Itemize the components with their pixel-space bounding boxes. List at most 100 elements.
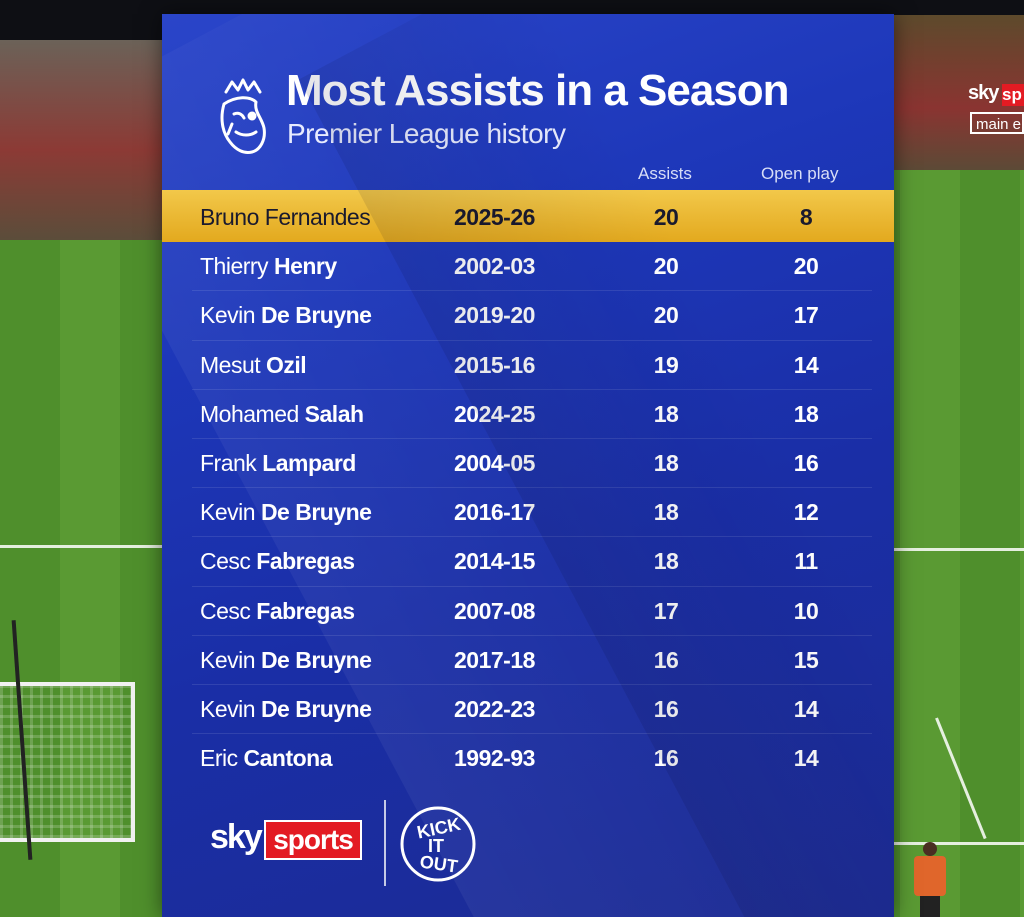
season-value: 2014-15 [454, 548, 535, 575]
player-name: Kevin De Bruyne [200, 637, 372, 683]
player-last-name: De Bruyne [260, 499, 372, 526]
table-row: Frank Lampard 2004-05 18 16 [162, 440, 894, 486]
assists-value: 20 [653, 302, 679, 329]
kick-it-out-logo: KICK IT OUT [400, 806, 476, 882]
player-name: Bruno Fernandes [200, 194, 371, 240]
row-separator [192, 684, 872, 685]
assists-value: 20 [653, 204, 679, 230]
player-last-name: Ozil [266, 351, 307, 378]
pitch-line [894, 842, 1024, 845]
player-name: Kevin De Bruyne [200, 292, 372, 338]
season-value: 2019-20 [454, 302, 535, 329]
player-first-name: Eric [200, 745, 238, 772]
season-value: 2007-08 [454, 597, 535, 624]
player-first-name: Kevin [200, 302, 256, 329]
steward-figure [912, 842, 948, 917]
assists-value: 16 [653, 646, 679, 673]
season-value: 2004-05 [454, 450, 535, 476]
open-play-value: 18 [793, 400, 819, 427]
assists-value: 17 [653, 597, 679, 624]
table-row: Mohamed Salah 2024-25 18 18 [162, 391, 894, 437]
season-value: 2022-23 [454, 696, 535, 722]
player-name: Cesc Fabregas [200, 538, 355, 584]
assists-value: 18 [653, 499, 679, 526]
svg-text:OUT: OUT [419, 852, 459, 877]
row-separator [192, 388, 872, 390]
player-last-name: Fabregas [256, 597, 355, 624]
row-separator [192, 438, 872, 439]
assists-value: 16 [653, 696, 679, 722]
assists-value: 18 [653, 400, 679, 427]
pitch-line [894, 548, 1024, 551]
player-name: Kevin De Bruyne [200, 686, 372, 732]
player-first-name: Kevin [200, 696, 256, 722]
open-play-value: 8 [799, 204, 813, 230]
footer-divider [384, 800, 386, 886]
open-play-value: 17 [793, 302, 819, 329]
season-value: 2025-26 [454, 204, 535, 230]
season-value: 2015-16 [454, 351, 535, 378]
table-row: Cesc Fabregas 2014-15 18 11 [162, 538, 894, 584]
crowd-stand-left [0, 40, 165, 240]
player-last-name: Lampard [262, 450, 356, 476]
player-last-name: Salah [304, 400, 364, 427]
player-name: Cesc Fabregas [200, 588, 355, 634]
assists-value: 20 [653, 253, 679, 280]
sky-sports-broadcast-bug: sky sp main e [968, 82, 1024, 142]
season-value: 2017-18 [454, 646, 535, 673]
sky-logo-text: sky [210, 818, 263, 856]
player-first-name: Mohamed [200, 400, 299, 427]
player-name: Kevin De Bruyne [200, 489, 372, 535]
open-play-value: 11 [794, 548, 818, 575]
row-separator [192, 585, 872, 587]
assists-value: 18 [653, 548, 679, 575]
column-header-open-play: Open play [761, 164, 839, 183]
player-first-name: Cesc [200, 548, 251, 575]
assists-value: 18 [653, 450, 679, 476]
player-first-name: Kevin [200, 499, 256, 526]
open-play-value: 14 [793, 745, 819, 772]
open-play-value: 16 [793, 450, 819, 476]
player-last-name: De Bruyne [260, 696, 372, 722]
player-last-name: Fabregas [256, 548, 355, 575]
player-name: Eric Cantona [200, 735, 333, 781]
table-row: Cesc Fabregas 2007-08 17 10 [162, 588, 894, 634]
column-header-assists: Assists [638, 164, 692, 183]
player-name: Mesut Ozil [200, 342, 307, 388]
player-first-name: Cesc [200, 597, 251, 624]
player-first-name: Kevin [200, 646, 256, 673]
player-first-name: Thierry [200, 253, 269, 280]
assists-value: 16 [653, 745, 679, 772]
row-separator [192, 536, 872, 538]
table-row: Kevin De Bruyne 2022-23 16 14 [162, 686, 894, 732]
sports-logo-box: sports [264, 820, 362, 860]
table-row: Kevin De Bruyne 2016-17 18 12 [162, 489, 894, 535]
open-play-value: 20 [793, 253, 819, 280]
crowd-stand-right [890, 15, 1024, 170]
graphic-title: Most Assists in a Season [286, 66, 790, 115]
player-first-name: Bruno [200, 204, 259, 230]
bug-main-text: main e [970, 112, 1024, 134]
bug-sky-text: sky [968, 82, 999, 104]
season-value: 1992-93 [454, 745, 535, 772]
player-name: Mohamed Salah [200, 391, 364, 437]
graphic-subtitle: Premier League history [287, 118, 566, 149]
premier-league-lion-icon [220, 78, 266, 154]
bug-sp-text: sp [1002, 84, 1024, 106]
open-play-value: 14 [793, 696, 819, 722]
player-last-name: Henry [273, 253, 337, 280]
row-separator [192, 634, 872, 636]
row-separator [192, 487, 872, 489]
player-last-name: Cantona [243, 745, 333, 772]
row-separator [192, 339, 872, 341]
open-play-value: 15 [793, 646, 819, 673]
pitch-line [0, 545, 170, 548]
open-play-value: 10 [793, 597, 819, 624]
season-value: 2024-25 [454, 400, 535, 427]
player-last-name: De Bruyne [260, 302, 372, 329]
player-name: Thierry Henry [200, 243, 337, 289]
season-value: 2002-03 [454, 253, 535, 280]
player-last-name: De Bruyne [260, 646, 372, 673]
player-last-name: Fernandes [264, 204, 371, 230]
stats-panel: Most Assists in a Season Premier League … [162, 14, 894, 917]
